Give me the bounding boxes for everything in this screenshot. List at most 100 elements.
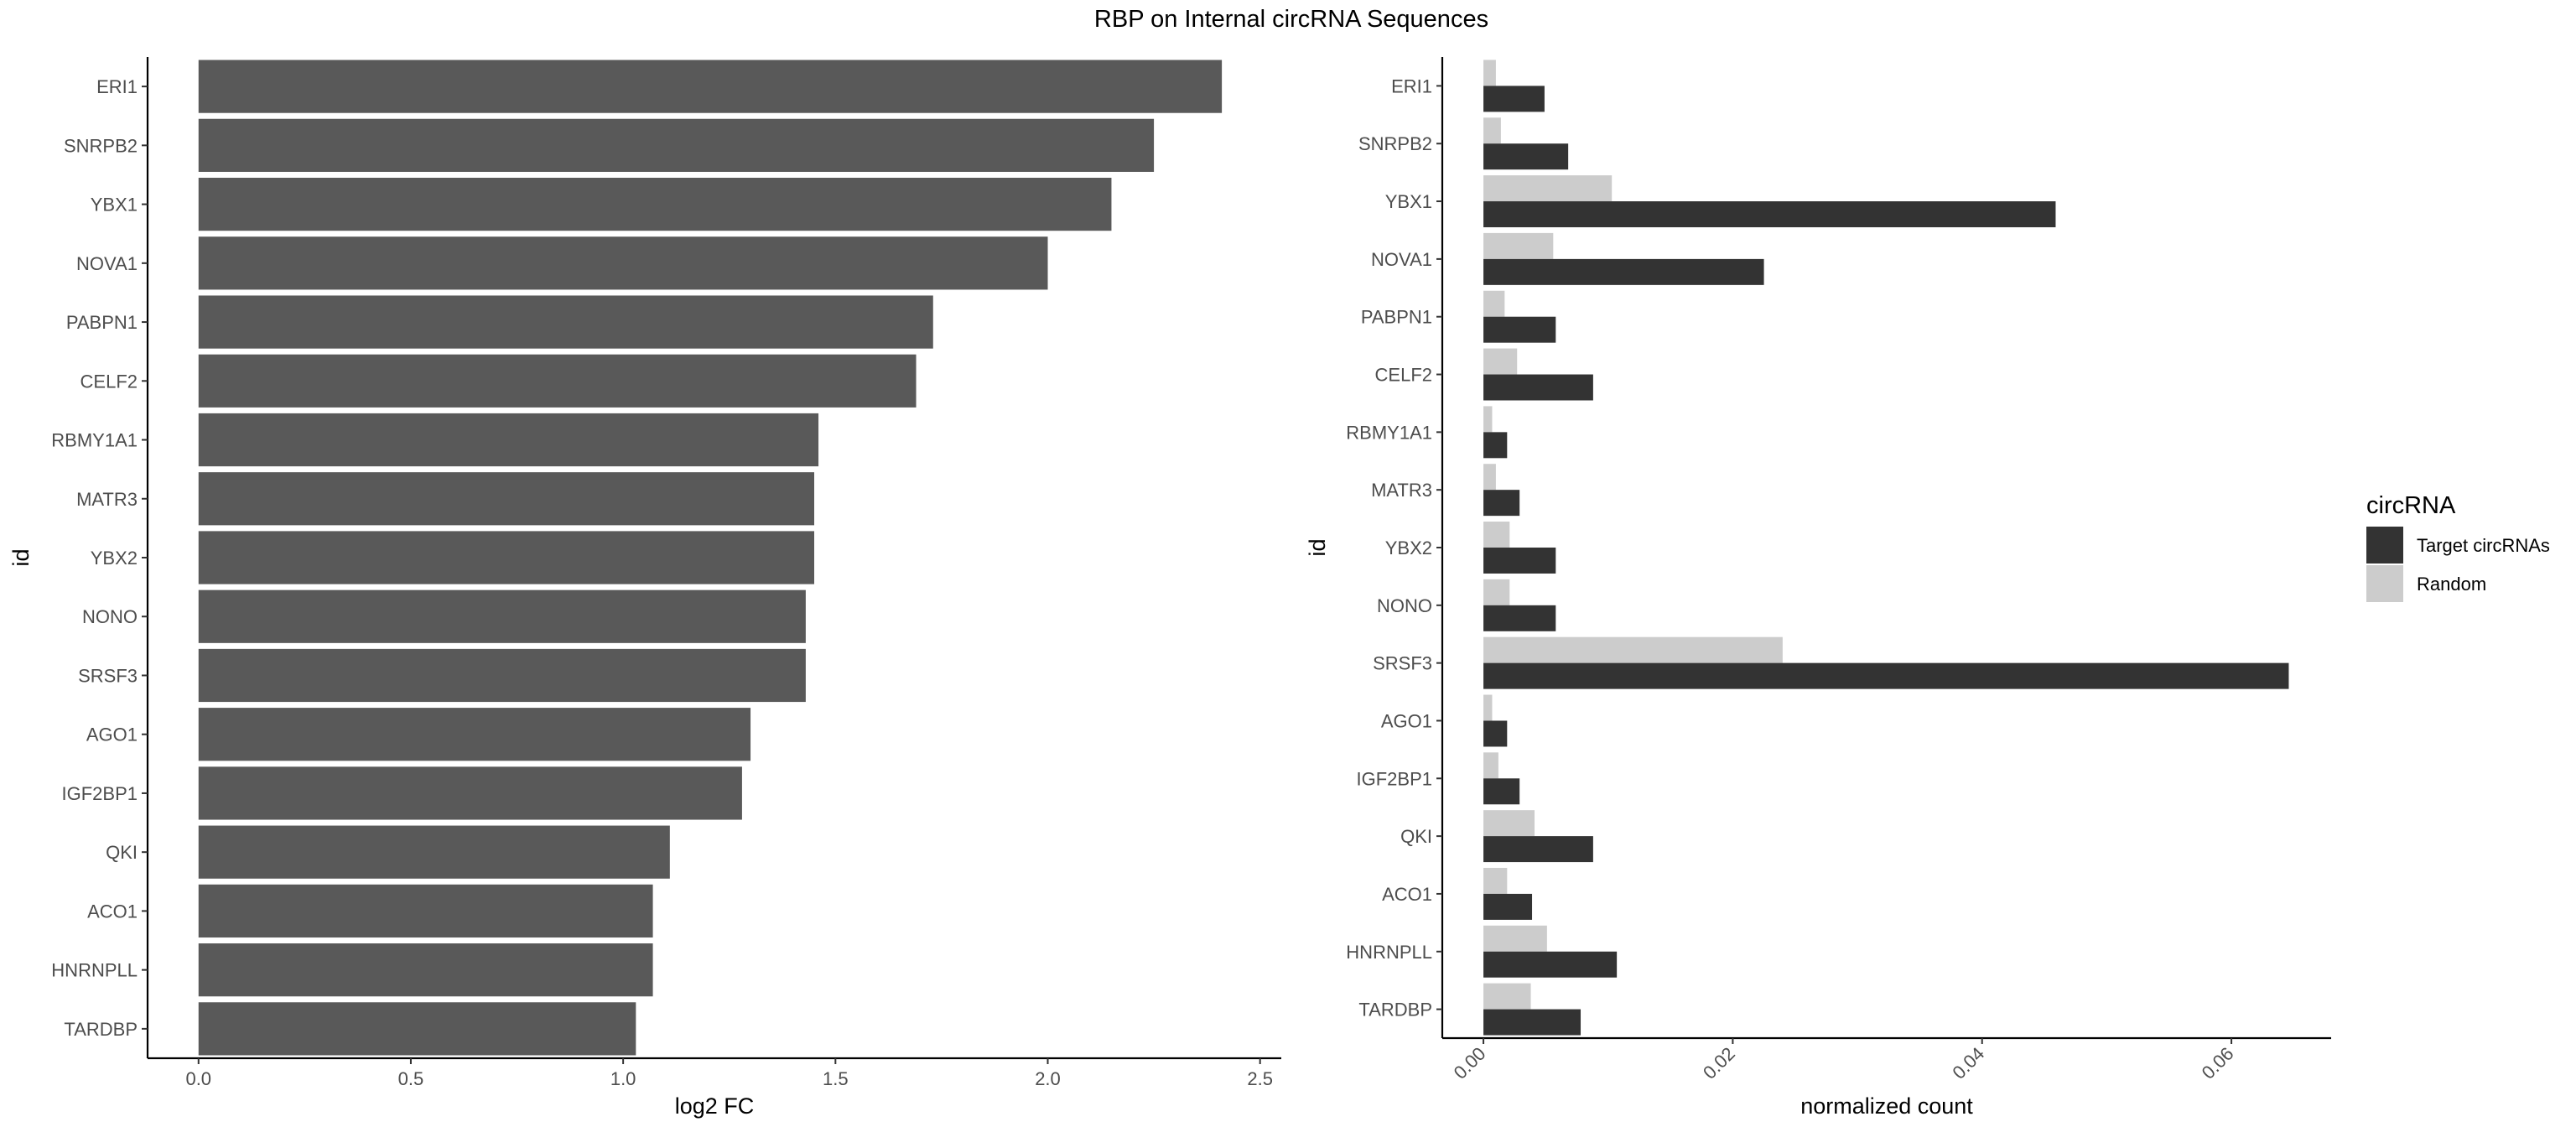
bar-celf2 [198,354,917,408]
normalized-count-bar-chart: ERI1 SNRPB2 YBX1 NOVA1 PABPN1 CELF2 RBMY1A1 MAT… [1305,57,2331,1119]
bar-target-rbmy1a1 [1483,432,1508,459]
bar-random-aco1 [1483,867,1508,894]
y-tick-label: RBMY1A1 [1346,422,1432,443]
bar-target-qki [1483,836,1593,863]
bar-target-aco1 [1483,893,1533,920]
y-tick-label: HNRNPLL [1346,942,1432,963]
figure-title: RBP on Internal circRNA Sequences [1094,6,1488,33]
y-tick-label: CELF2 [1375,365,1432,386]
bar-aco1 [198,884,653,938]
y-tick-label: PABPN1 [1361,307,1432,328]
x-tick-label: 2.5 [1247,1068,1273,1089]
y-tick-label: NONO [82,606,138,627]
bar-matr3 [198,472,814,526]
bar-target-nova1 [1483,258,1764,285]
y-tick-label: ERI1 [1391,75,1432,96]
bar-snrpb2 [198,118,1155,172]
y-tick-label: MATR3 [76,489,138,510]
bar-nono [198,589,806,643]
bar-random-nono [1483,579,1510,605]
bar-target-pabpn1 [1483,316,1556,343]
y-tick-label: SNRPB2 [1358,133,1432,154]
bar-target-hnrnpll [1483,951,1618,978]
bar-random-pabpn1 [1483,290,1505,317]
bar-target-celf2 [1483,374,1593,401]
bar-random-eri1 [1483,60,1496,86]
y-tick-label: YBX2 [91,548,138,569]
bar-target-srsf3 [1483,662,2289,689]
y-tick-label: CELF2 [80,371,138,392]
bar-eri1 [198,60,1223,113]
y-tick-label: NOVA1 [1371,249,1432,270]
y-tick-label: YBX1 [1385,191,1432,212]
bar-target-eri1 [1483,86,1545,112]
bar-target-tardbp [1483,1009,1581,1036]
bar-random-tardbp [1483,983,1531,1010]
y-tick-label: ACO1 [1382,884,1432,905]
bar-random-igf2bp1 [1483,752,1498,779]
y-tick-label: ERI1 [96,76,138,97]
bar-qki [198,825,670,879]
x-tick-label: 2.0 [1035,1068,1061,1089]
bar-igf2bp1 [198,766,742,820]
y-tick-label: YBX2 [1385,538,1432,558]
y-tick-label: QKI [1400,826,1432,847]
x-tick-label: 1.0 [610,1068,636,1089]
bar-random-nova1 [1483,232,1554,259]
bar-nova1 [198,236,1048,290]
y-tick-label: TARDBP [64,1019,138,1040]
y-tick-label: YBX1 [91,195,138,216]
y-tick-label: NONO [1377,595,1432,616]
x-tick-label: 0.5 [398,1068,424,1089]
bar-random-rbmy1a1 [1483,406,1493,433]
legend: circRNA Target circRNAs Random [2366,492,2550,602]
bar-hnrnpll [198,943,653,997]
log2fc-bar-chart: ERI1 SNRPB2 YBX1 NOVA1 PABPN1 CELF2 RBMY1A1 MAT… [8,57,1281,1119]
y-tick-label: SNRPB2 [64,135,138,156]
legend-label-target-circrnas: Target circRNAs [2417,535,2550,556]
y-tick-label: NOVA1 [76,253,138,274]
y-tick-label: SRSF3 [1373,653,1432,674]
bar-ybx1 [198,177,1112,231]
bar-random-ybx2 [1483,522,1510,548]
bar-random-srsf3 [1483,636,1783,663]
bar-target-ago1 [1483,720,1508,747]
bar-ybx2 [198,531,814,584]
x-axis-title: normalized count [1800,1093,1973,1119]
bar-target-nono [1483,605,1556,631]
legend-swatch-random [2366,565,2403,602]
bar-pabpn1 [198,295,933,349]
y-axis-title: id [1305,538,1330,556]
bar-rbmy1a1 [198,413,819,467]
bar-target-igf2bp1 [1483,778,1520,805]
y-tick-label: AGO1 [1381,710,1432,731]
y-tick-label: IGF2BP1 [62,783,138,804]
y-tick-label: RBMY1A1 [51,430,138,451]
bar-ago1 [198,708,751,761]
legend-label-random: Random [2417,574,2486,595]
bar-target-ybx2 [1483,548,1556,574]
y-tick-label: PABPN1 [66,312,138,333]
bar-random-snrpb2 [1483,117,1501,144]
y-tick-label: ACO1 [87,901,138,922]
y-axis-title: id [8,548,34,566]
bar-random-ybx1 [1483,175,1613,202]
bar-tardbp [198,1002,636,1056]
x-tick-label: 1.5 [823,1068,849,1089]
bar-random-ago1 [1483,694,1493,721]
bar-random-celf2 [1483,348,1518,375]
bar-target-snrpb2 [1483,143,1569,170]
x-tick-label: 0.0 [185,1068,211,1089]
y-tick-label: MATR3 [1371,480,1432,501]
y-tick-label: SRSF3 [78,665,138,686]
y-tick-label: QKI [106,842,138,863]
legend-title: circRNA [2366,492,2456,519]
bar-random-matr3 [1483,464,1496,491]
legend-swatch-target-circrnas [2366,527,2403,564]
y-tick-label: IGF2BP1 [1357,768,1432,789]
bar-target-matr3 [1483,490,1520,517]
bar-random-hnrnpll [1483,925,1547,952]
x-axis-title: log2 FC [675,1093,755,1119]
y-tick-label: TARDBP [1358,1000,1432,1021]
